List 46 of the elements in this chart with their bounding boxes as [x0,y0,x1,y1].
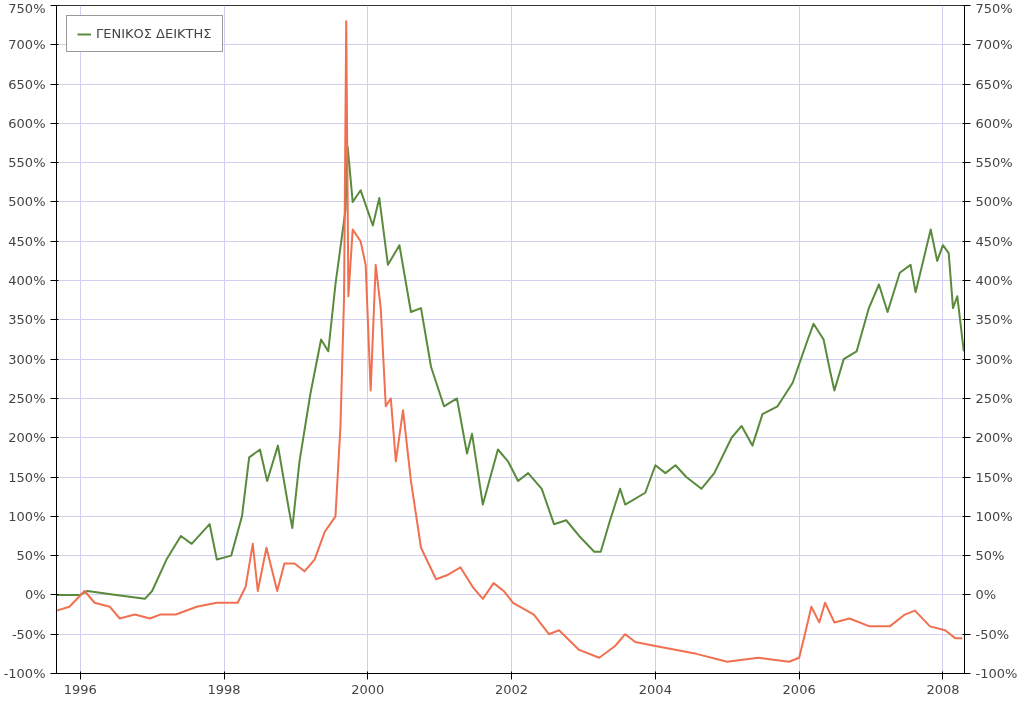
y-tick-label: 350% [8,312,46,328]
y-tick-label: 750% [8,0,46,16]
y2-tick-label: 300% [975,351,1013,367]
y2-tick-label: 100% [975,508,1013,524]
y2-tick-label: 150% [975,469,1013,485]
y-tick-label: 550% [8,155,46,171]
x-tick-label: 2000 [351,681,385,697]
y-tick-label: -100% [3,666,46,681]
y2-tick-label: 450% [975,233,1013,249]
y-tick-label: 50% [16,548,46,564]
y-tick-label: 300% [8,351,46,367]
legend-label: ΓΕΝΙΚΟΣ ΔΕΙΚΤΗΣ [96,26,212,41]
y2-tick-label: 750% [975,0,1013,16]
y2-tick-label: 350% [975,312,1013,328]
y2-tick-label: 500% [975,194,1013,210]
y-tick-label: 0% [24,587,46,603]
y-tick-label: -50% [11,626,46,642]
y2-tick-label: 650% [975,76,1013,92]
x-tick-label: 1996 [63,681,97,697]
line-series [56,145,965,600]
y2-tick-label: 550% [975,155,1013,171]
y-tick-label: 400% [8,273,46,289]
y-tick-label: 650% [8,76,46,92]
y-tick-label: 250% [8,390,46,406]
y-tick-label: 100% [8,508,46,524]
x-tick-label: 2004 [638,681,672,697]
y-tick-label: 600% [8,115,46,131]
y2-tick-label: -50% [975,626,1010,642]
y2-tick-label: -100% [975,666,1018,681]
y2-tick-label: 400% [975,273,1013,289]
y2-tick-label: 600% [975,115,1013,131]
y-tick-label: 450% [8,233,46,249]
x-tick-label: 1998 [207,681,241,697]
y2-tick-label: 50% [975,548,1005,564]
y-tick-label: 150% [8,469,46,485]
y2-tick-label: 700% [975,37,1013,53]
x-tick-label: 2008 [926,681,960,697]
line-series [56,20,964,663]
y-tick-label: 700% [8,37,46,53]
y-tick-label: 200% [8,430,46,446]
x-tick-label: 2002 [495,681,529,697]
y2-tick-label: 250% [975,390,1013,406]
y2-tick-label: 0% [975,587,997,603]
y-tick-label: 500% [8,194,46,210]
x-tick-label: 2006 [782,681,816,697]
y2-tick-label: 200% [975,430,1013,446]
